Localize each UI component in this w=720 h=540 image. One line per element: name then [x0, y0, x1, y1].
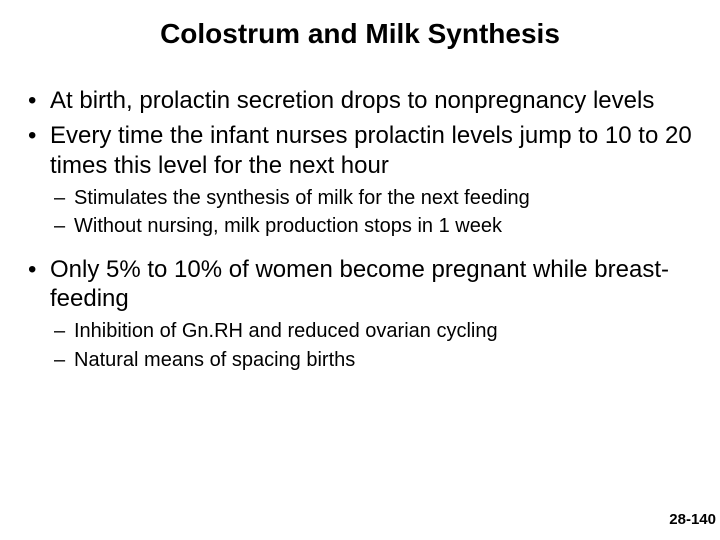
bullet-lvl2: Stimulates the synthesis of milk for the… — [22, 186, 698, 210]
bullet-lvl1: Every time the infant nurses prolactin l… — [22, 121, 698, 180]
slide: Colostrum and Milk Synthesis At birth, p… — [0, 0, 720, 540]
bullet-text: Inhibition of Gn.RH and reduced ovarian … — [74, 320, 498, 342]
bullet-text: At birth, prolactin secretion drops to n… — [50, 87, 654, 114]
bullet-lvl2: Natural means of spacing births — [22, 348, 698, 372]
slide-number: 28-140 — [669, 511, 716, 528]
bullet-lvl1: Only 5% to 10% of women become pregnant … — [22, 255, 698, 314]
bullet-text: Natural means of spacing births — [74, 349, 355, 371]
bullet-text: Stimulates the synthesis of milk for the… — [74, 187, 530, 209]
bullet-text: Without nursing, milk production stops i… — [74, 215, 502, 237]
slide-title: Colostrum and Milk Synthesis — [22, 18, 698, 50]
bullet-lvl2: Inhibition of Gn.RH and reduced ovarian … — [22, 319, 698, 343]
bullet-text: Only 5% to 10% of women become pregnant … — [50, 256, 669, 312]
spacer — [22, 243, 698, 255]
bullet-lvl2: Without nursing, milk production stops i… — [22, 214, 698, 238]
bullet-text: Every time the infant nurses prolactin l… — [50, 122, 692, 178]
bullet-lvl1: At birth, prolactin secretion drops to n… — [22, 86, 698, 115]
bullet-list: At birth, prolactin secretion drops to n… — [22, 86, 698, 372]
